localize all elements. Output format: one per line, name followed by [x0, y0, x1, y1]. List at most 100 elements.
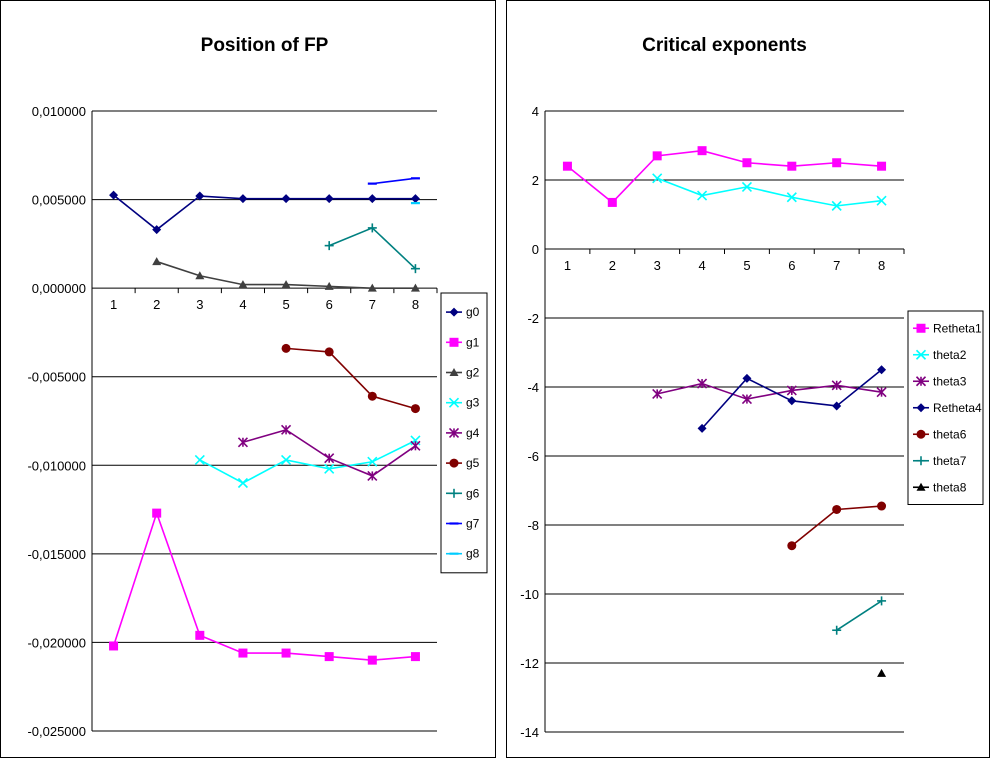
data-point-g4 — [367, 470, 378, 481]
legend-label: Retheta4 — [933, 401, 982, 415]
legend-label: g0 — [466, 305, 480, 319]
y-tick-label: -10 — [520, 587, 539, 602]
data-point-g5 — [367, 391, 377, 401]
data-point-g4 — [280, 424, 292, 435]
data-point-g0 — [324, 194, 334, 204]
data-point-retheta4 — [832, 401, 842, 411]
series-theta8 — [877, 668, 887, 677]
legend-marker — [915, 349, 927, 360]
y-tick-label: 4 — [532, 104, 539, 119]
legend-marker — [916, 429, 926, 439]
series-g5 — [281, 343, 420, 414]
legend-item-g3: g3 — [446, 396, 480, 410]
data-point-theta3 — [741, 394, 753, 405]
series-g6 — [324, 223, 420, 274]
data-point-theta2 — [652, 173, 663, 184]
data-point-g3 — [194, 454, 205, 466]
series-g3 — [194, 435, 421, 489]
y-tick-label: -0,010000 — [27, 458, 86, 473]
series-line-theta7 — [836, 600, 883, 631]
legend-label: theta6 — [933, 427, 967, 441]
legend-item-g4: g4 — [446, 426, 480, 440]
legend-marker — [449, 307, 459, 317]
data-point-retheta1 — [742, 158, 752, 168]
series-g0 — [109, 190, 420, 235]
data-point-retheta1 — [832, 158, 842, 168]
x-tick-label: 1 — [110, 297, 117, 312]
y-tick-label: -8 — [527, 518, 539, 533]
legend-item-g8: g8 — [446, 547, 480, 561]
legend-marker — [916, 482, 926, 491]
legend-marker — [448, 427, 460, 438]
data-point-g4 — [410, 440, 421, 451]
data-point-retheta1 — [787, 161, 797, 171]
data-point-g2 — [195, 271, 205, 280]
legend-item-g5: g5 — [446, 456, 480, 470]
y-tick-label: -6 — [527, 449, 539, 464]
data-point-theta3 — [652, 388, 663, 399]
y-tick-label: 0,000000 — [32, 281, 86, 296]
data-point-theta3 — [831, 380, 842, 391]
series-line-g0 — [113, 194, 416, 231]
data-point-retheta4 — [787, 396, 797, 406]
legend-marker — [449, 488, 459, 498]
series-line-g6 — [328, 226, 416, 270]
series-line-theta2 — [656, 177, 882, 207]
series-theta3 — [652, 378, 887, 405]
legend-label: g4 — [466, 426, 480, 440]
data-point-g1 — [109, 641, 119, 651]
data-point-theta7 — [877, 596, 887, 606]
data-point-theta2 — [876, 195, 887, 206]
legend-label: g8 — [466, 547, 480, 561]
legend-item-theta2: theta2 — [913, 348, 967, 362]
legend-item-theta8: theta8 — [913, 480, 967, 494]
legend-marker — [449, 368, 459, 376]
data-point-theta8 — [877, 668, 887, 677]
x-tick-label: 6 — [788, 258, 795, 273]
data-point-g0 — [238, 194, 248, 204]
legend-item-retheta4: Retheta4 — [913, 401, 982, 415]
legend-label: g5 — [466, 456, 480, 470]
y-tick-label: -12 — [520, 656, 539, 671]
data-point-theta2 — [831, 200, 842, 211]
legend-item-g1: g1 — [446, 335, 480, 349]
x-tick-label: 3 — [196, 297, 203, 312]
legend-label: g6 — [466, 486, 480, 500]
x-tick-label: 2 — [609, 258, 616, 273]
x-tick-label: 4 — [239, 297, 246, 312]
data-point-g6 — [324, 241, 334, 251]
data-point-g1 — [367, 655, 377, 665]
legend-label: theta3 — [933, 374, 967, 388]
data-point-theta6 — [787, 541, 797, 551]
legend-item-g2: g2 — [446, 366, 480, 380]
legend-marker — [448, 397, 460, 408]
data-point-g3 — [367, 456, 378, 467]
legend-marker — [916, 456, 926, 466]
x-tick-label: 8 — [412, 297, 419, 312]
series-theta6 — [787, 501, 887, 551]
data-point-g3 — [324, 463, 335, 474]
data-point-theta3 — [876, 387, 887, 398]
panel-gap — [496, 0, 506, 758]
data-point-g1 — [238, 648, 248, 658]
legend-marker — [916, 323, 926, 333]
series-retheta4 — [697, 365, 887, 433]
data-point-retheta4 — [697, 423, 707, 433]
x-tick-label: 7 — [369, 297, 376, 312]
legend-label: theta8 — [933, 480, 967, 494]
data-point-g2 — [281, 280, 291, 289]
chart-title: Critical exponents — [642, 35, 807, 56]
data-point-g2 — [324, 281, 334, 290]
data-point-g3 — [280, 454, 292, 466]
data-point-g5 — [410, 404, 420, 414]
series-line-g5 — [285, 347, 416, 410]
legend-label: g2 — [466, 366, 480, 380]
y-tick-label: -14 — [520, 725, 539, 740]
data-point-g1 — [152, 508, 162, 518]
data-point-g3 — [237, 477, 249, 489]
data-point-theta6 — [832, 504, 842, 514]
data-point-g1 — [281, 648, 291, 658]
critical-exponents-chart: Critical exponents 4 2 0 -2 -4 -6 -8 -10 -12 -14 1 2… — [506, 0, 990, 758]
legend-item-g0: g0 — [446, 305, 480, 319]
legend-label: g1 — [466, 335, 480, 349]
